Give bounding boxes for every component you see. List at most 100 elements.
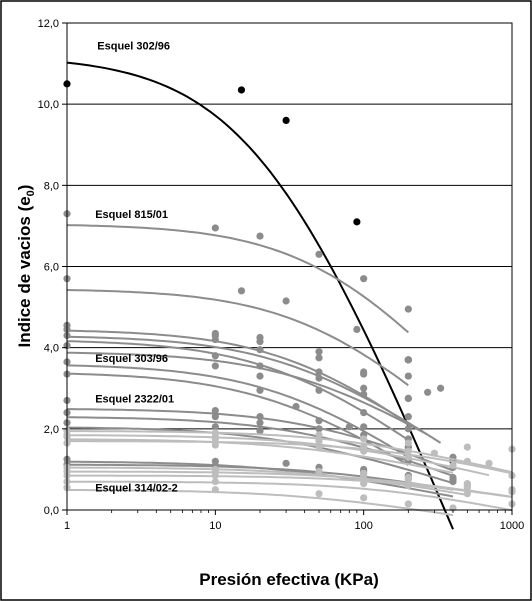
series-curve-5: [66, 335, 442, 444]
data-point-2: [315, 250, 323, 258]
data-point-22: [211, 477, 219, 486]
data-point-15: [211, 435, 219, 443]
grid-lines: [67, 103, 512, 430]
y-tick-label: 4,0: [44, 343, 59, 355]
data-point-7: [315, 374, 323, 382]
data-point-21: [463, 482, 471, 490]
data-point-11: [256, 419, 264, 427]
data-point-16: [315, 443, 323, 451]
data-point-13: [463, 443, 471, 451]
data-point-16: [360, 445, 368, 453]
series-curve-14: [67, 434, 490, 477]
data-point-1: [282, 116, 290, 124]
data-point-10: [315, 417, 323, 425]
data-point-22: [360, 480, 368, 488]
series-curve-21: [67, 474, 513, 498]
series-annotation: Esquel 302/96: [97, 40, 170, 52]
y-tick-label: 0,0: [44, 505, 59, 517]
data-point-3: [282, 297, 290, 305]
y-axis-title-main: Indice de vacios (e: [15, 196, 34, 347]
data-point-13: [315, 431, 323, 439]
data-point-6: [404, 413, 412, 421]
data-point-1: [237, 86, 246, 94]
data-point-18: [449, 477, 457, 486]
series-curve-22: [67, 480, 513, 512]
series-annotation: Esquel 2322/01: [95, 393, 174, 405]
data-point-7: [256, 362, 264, 370]
data-point-5: [315, 354, 323, 362]
series-curve-13: [67, 430, 513, 474]
data-point-21: [404, 475, 412, 484]
series-annotation: Esquel 303/96: [95, 353, 168, 365]
data-point-7: [404, 394, 412, 402]
axis-ticks: 0,0 2,0 4,0 6,0 8,0 10,0 12,0 1 10 100 1000: [38, 18, 525, 532]
data-point-19: [315, 467, 323, 476]
data-point-23: [360, 494, 368, 502]
x-tick-label: 10: [209, 520, 221, 532]
y-axis-title-sub: 0: [25, 190, 37, 196]
y-tick-label: 8,0: [44, 180, 59, 192]
data-point-6: [360, 390, 368, 398]
data-point-14: [430, 449, 439, 457]
data-point-15: [449, 461, 457, 469]
data-point-8: [211, 362, 219, 370]
data-point-2: [211, 224, 219, 232]
data-point-12: [256, 427, 264, 435]
x-tick-label: 1000: [500, 520, 524, 532]
data-point-22: [463, 490, 471, 498]
y-tick-label: 2,0: [44, 424, 59, 436]
x-tick-label: 1: [64, 520, 70, 532]
data-point-9: [256, 386, 264, 394]
data-point-4: [315, 348, 323, 356]
series-curve-1: [66, 61, 454, 530]
series-curve-4: [66, 329, 409, 425]
data-point-16: [211, 441, 219, 449]
series-curve-7: [66, 351, 429, 436]
data-point-16: [404, 447, 412, 455]
data-point-1: [353, 218, 361, 226]
series-annotations: Esquel 302/96 Esquel 815/01 Esquel 303/96 E…: [95, 40, 178, 494]
data-point-9: [345, 423, 353, 431]
data-point-2: [256, 232, 264, 240]
data-point-2: [360, 275, 368, 283]
data-point-14: [485, 459, 493, 467]
data-point-10: [211, 406, 219, 415]
series-curve-9: [66, 372, 409, 466]
data-point-21: [211, 471, 219, 480]
data-point-6: [211, 335, 219, 344]
data-point-8: [315, 386, 323, 394]
y-tick-label: 12,0: [38, 18, 59, 30]
data-point-21: [360, 471, 368, 480]
data-point-6: [315, 368, 323, 376]
series-annotation: Esquel 815/01: [95, 209, 168, 221]
y-axis-title: Indice de vacios (e0): [15, 185, 37, 348]
series-curve-23: [67, 489, 454, 517]
series-annotation: Esquel 314/02-2: [95, 483, 178, 495]
data-point-8: [404, 425, 412, 433]
data-point-13: [404, 439, 412, 447]
data-point-17: [282, 459, 290, 467]
y-tick-label: 6,0: [44, 262, 59, 274]
y-tick-label: 10,0: [38, 99, 59, 111]
data-point-3: [404, 356, 412, 364]
data-point-8: [360, 409, 368, 417]
series-curve-3: [66, 289, 409, 387]
series-curve-16: [67, 440, 513, 475]
series-curve-2: [66, 224, 409, 334]
series-curve-6: [66, 340, 409, 441]
data-point-22: [404, 482, 412, 490]
series-curve-18: [67, 463, 454, 491]
data-point-5: [360, 368, 368, 376]
data-point-3: [237, 287, 246, 295]
data-point-12: [211, 423, 219, 431]
series-curve-15: [66, 438, 454, 474]
data-point-9: [292, 402, 300, 411]
data-point-11: [211, 413, 219, 421]
data-point-13: [360, 435, 368, 443]
data-point-23: [315, 490, 323, 498]
data-point-2: [404, 305, 412, 313]
data-point-23: [211, 486, 219, 494]
data-point-16: [463, 457, 471, 465]
y-axis-title-close: ): [15, 185, 34, 191]
